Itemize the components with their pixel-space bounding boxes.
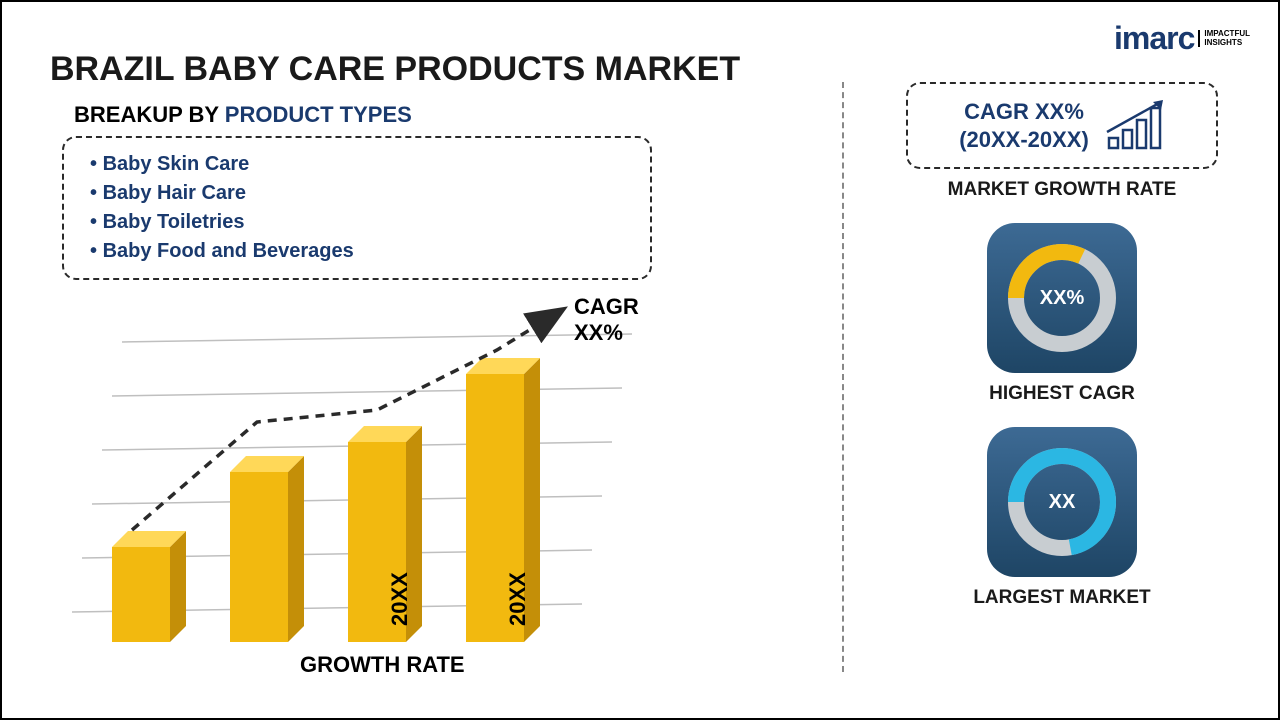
chart-svg [62,302,682,672]
highest-cagr-label: HIGHEST CAGR [882,383,1242,405]
logo-tagline: IMPACTFULINSIGHTS [1198,30,1250,48]
right-column: CAGR XX%(20XX-20XX) MARKET GROWTH RATE X… [882,82,1242,609]
highest-cagr-card: XX% [987,223,1137,373]
growth-rate-axis-label: GROWTH RATE [300,652,465,678]
breakup-subtitle: BREAKUP BY PRODUCT TYPES [74,102,412,128]
breakup-item: • Baby Skin Care [90,150,624,179]
cagr-growth-text: CAGR XX%(20XX-20XX) [959,98,1089,153]
breakup-item: • Baby Food and Beverages [90,237,624,266]
highest-cagr-value: XX% [1040,287,1084,310]
breakup-item: • Baby Hair Care [90,179,624,208]
bar-label: 20XX [387,572,413,626]
cagr-growth-box: CAGR XX%(20XX-20XX) [906,82,1218,169]
breakup-box: • Baby Skin Care • Baby Hair Care • Baby… [62,136,652,280]
page-title: BRAZIL BABY CARE PRODUCTS MARKET [50,50,740,89]
growth-bar-chart: CAGR XX% GROWTH RATE 20XX20XX [62,302,682,672]
market-growth-rate-label: MARKET GROWTH RATE [882,179,1242,201]
breakup-item: • Baby Toiletries [90,208,624,237]
largest-market-value: XX [1049,491,1076,514]
cagr-trend-label: CAGR XX% [574,294,682,346]
largest-market-card: XX [987,427,1137,577]
logo-text: imarc [1114,20,1194,57]
brand-logo: imarc IMPACTFULINSIGHTS [1114,20,1250,57]
bar-label: 20XX [505,572,531,626]
bar-growth-icon [1103,100,1165,152]
largest-market-label: LARGEST MARKET [882,587,1242,609]
vertical-divider [842,82,844,672]
